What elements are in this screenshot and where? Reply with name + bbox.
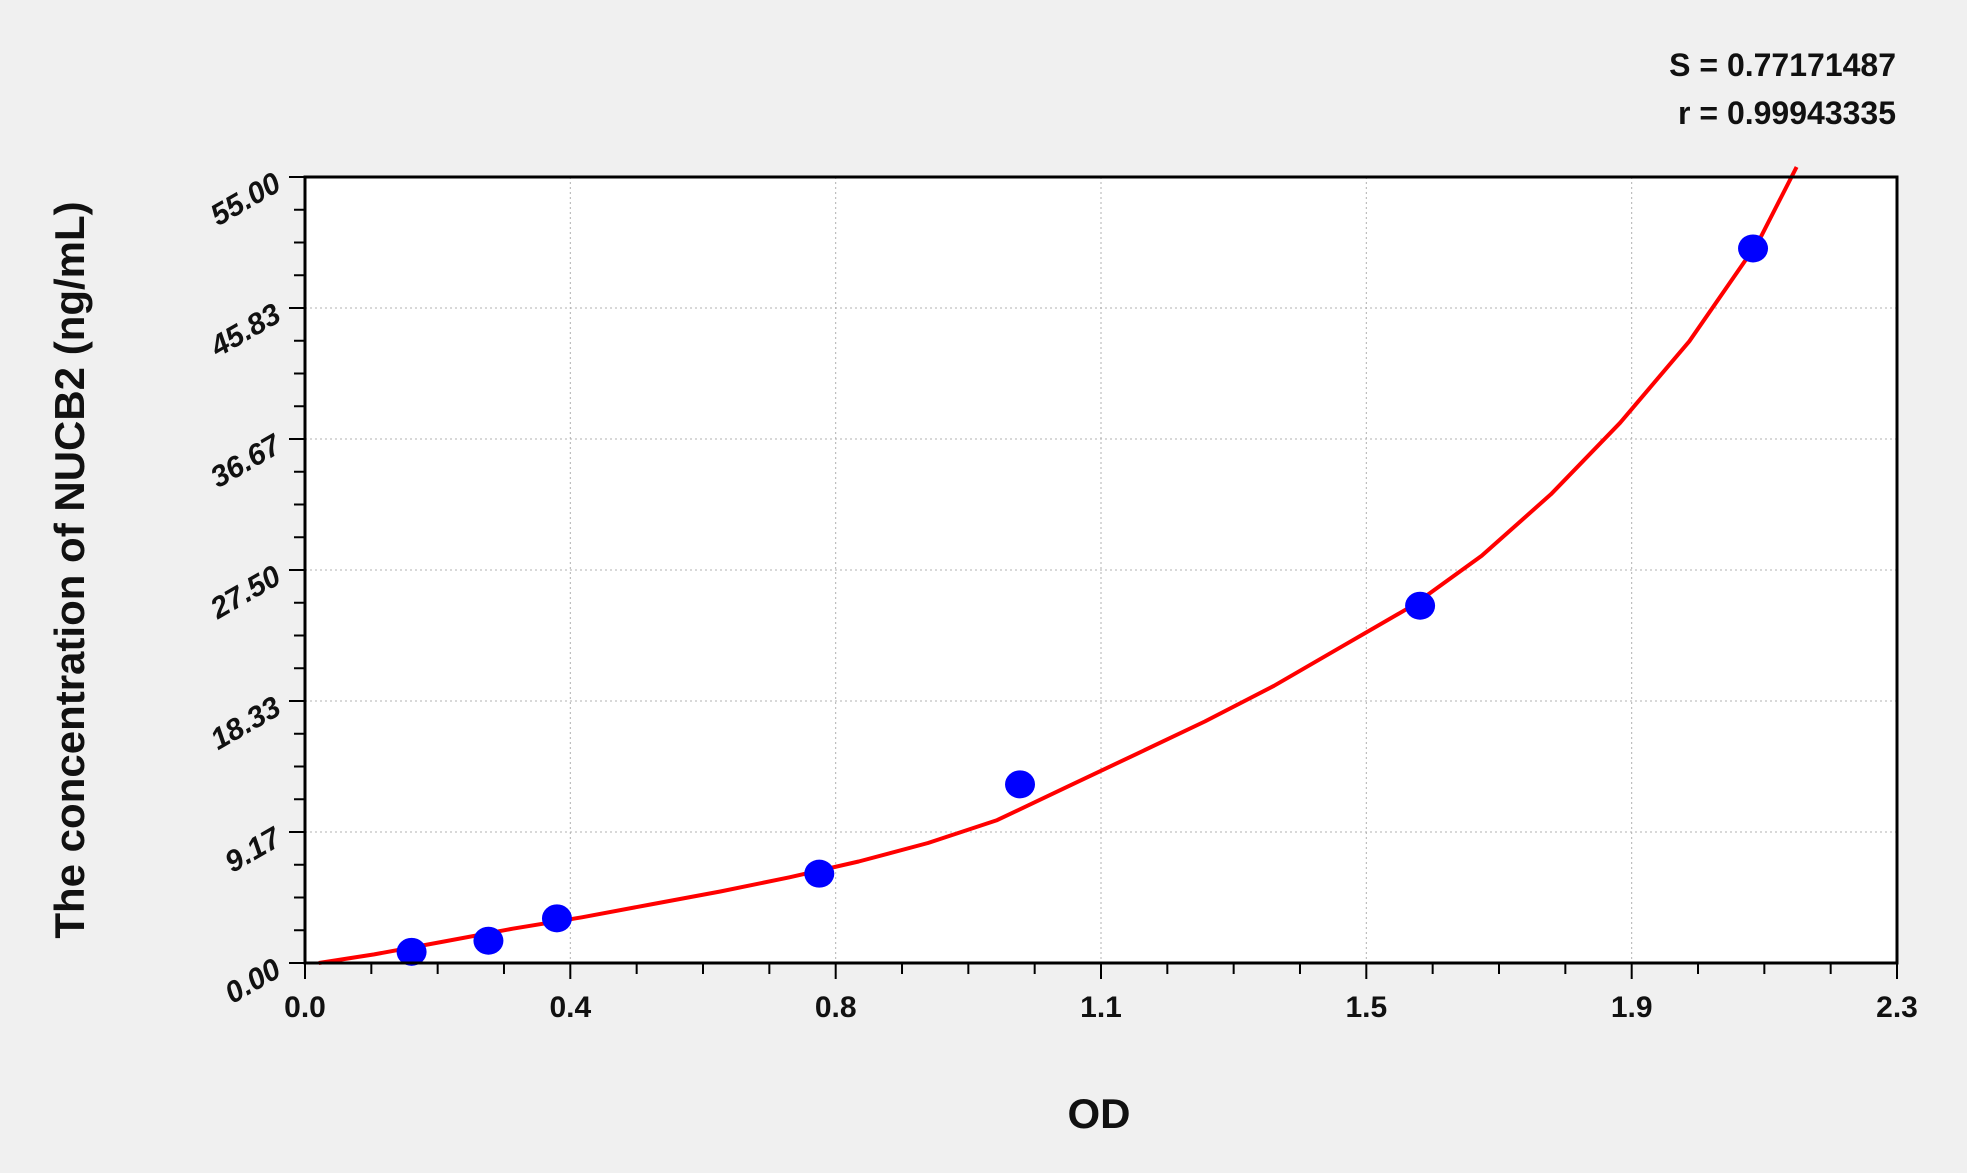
- y-axis-title: The concentration of NUCB2 (ng/mL): [46, 201, 93, 938]
- y-tick-label: 9.17: [219, 821, 287, 879]
- axis-ticks: [289, 176, 1898, 979]
- x-tick-labels: 0.0 0.4 0.8 1.1 1.5 1.9 2.3: [284, 991, 1918, 1024]
- stat-r: r = 0.99943335: [1678, 95, 1896, 131]
- x-tick-label: 1.1: [1080, 991, 1122, 1024]
- data-point: [1005, 770, 1036, 799]
- data-point: [804, 859, 835, 888]
- x-tick-label: 1.9: [1611, 991, 1653, 1024]
- y-tick-label: 27.50: [204, 559, 287, 626]
- y-tick-label: 45.83: [204, 297, 287, 364]
- y-tick-label: 0.00: [219, 952, 286, 1010]
- x-tick-label: 1.5: [1345, 991, 1387, 1024]
- grid-lines: [305, 177, 1897, 963]
- data-points-group: [396, 234, 1769, 966]
- x-tick-label: 0.0: [284, 991, 326, 1024]
- data-point: [396, 937, 427, 966]
- stat-s: S = 0.77171487: [1669, 47, 1896, 83]
- data-point: [1405, 591, 1436, 620]
- x-tick-label: 0.4: [549, 991, 591, 1024]
- x-axis-title: OD: [1068, 1090, 1131, 1137]
- x-tick-label: 0.8: [815, 991, 857, 1024]
- y-tick-labels: 0.00 9.17 18.33 27.50 36.67 45.83 55.00: [204, 166, 288, 1010]
- x-tick-label: 2.3: [1876, 991, 1918, 1024]
- data-point: [1738, 234, 1769, 263]
- y-tick-label: 55.00: [205, 166, 287, 232]
- y-tick-label: 18.33: [205, 690, 287, 756]
- y-tick-label: 36.67: [205, 428, 288, 495]
- data-point: [473, 926, 504, 955]
- data-point: [541, 904, 572, 933]
